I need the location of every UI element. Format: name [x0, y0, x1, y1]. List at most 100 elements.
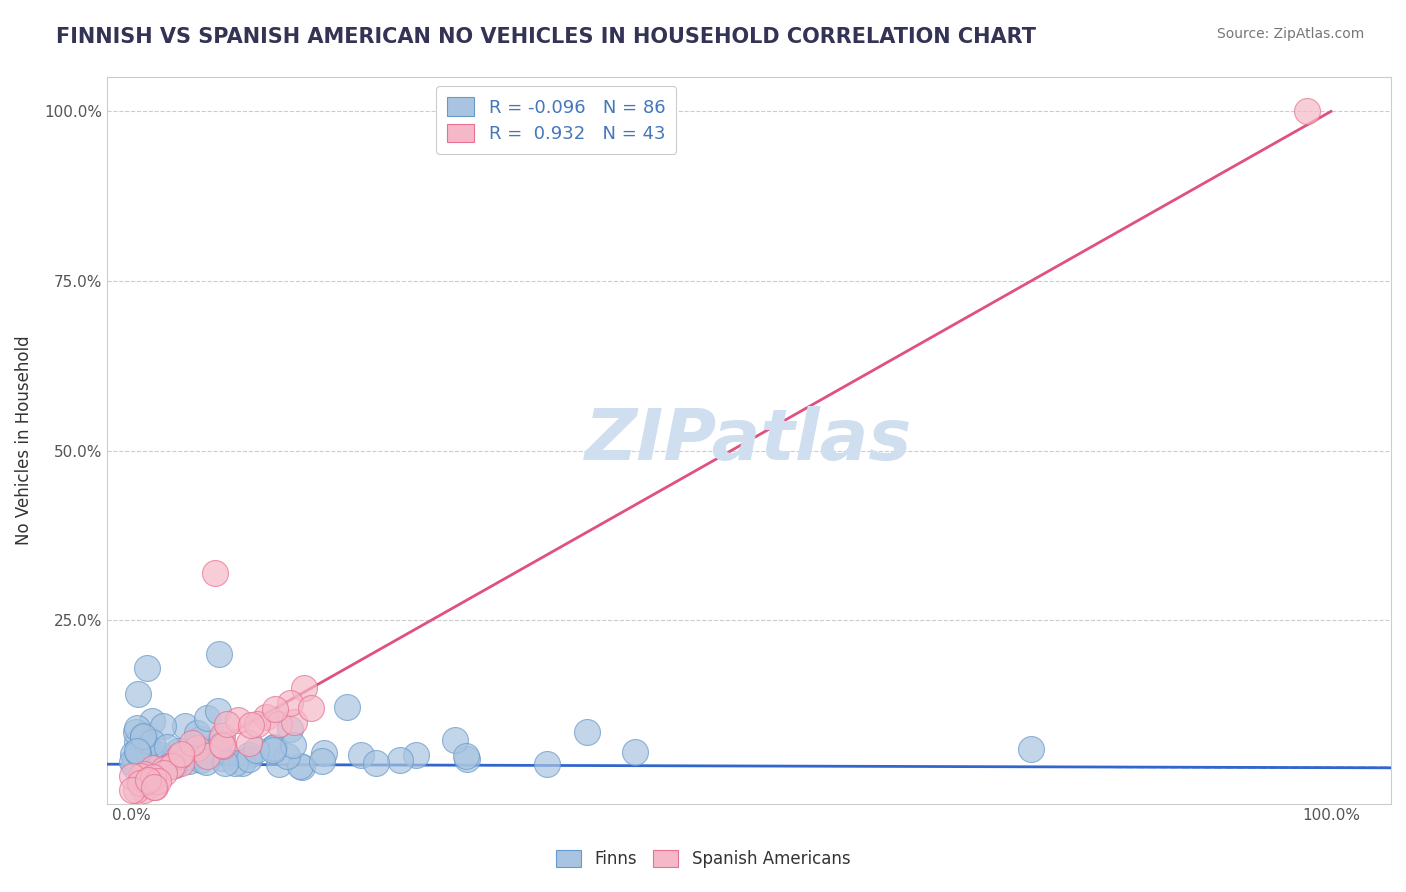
Point	[246, 716, 269, 731]
Y-axis label: No Vehicles in Household: No Vehicles in Household	[15, 335, 32, 545]
Point	[350, 748, 373, 763]
Point	[122, 747, 145, 761]
Point	[262, 743, 284, 757]
Point	[209, 732, 232, 747]
Point	[181, 736, 204, 750]
Point	[121, 755, 143, 769]
Point	[456, 748, 478, 763]
Point	[238, 748, 260, 763]
Point	[124, 724, 146, 739]
Point	[139, 753, 162, 767]
Point	[278, 722, 301, 736]
Point	[132, 729, 155, 743]
Point	[283, 715, 305, 730]
Point	[190, 753, 212, 767]
Point	[211, 729, 233, 743]
Point	[134, 735, 156, 749]
Point	[575, 724, 598, 739]
Legend: R = -0.096   N = 86, R =  0.932   N = 43: R = -0.096 N = 86, R = 0.932 N = 43	[436, 87, 676, 154]
Point	[160, 759, 183, 773]
Point	[152, 765, 174, 780]
Point	[186, 741, 208, 756]
Point	[211, 738, 233, 752]
Point	[162, 754, 184, 768]
Point	[153, 762, 176, 776]
Point	[139, 742, 162, 756]
Point	[208, 735, 231, 749]
Point	[143, 780, 166, 794]
Point	[141, 753, 163, 767]
Point	[170, 756, 193, 770]
Point	[240, 718, 263, 732]
Point	[179, 754, 201, 768]
Point	[364, 756, 387, 770]
Point	[267, 717, 290, 731]
Point	[135, 774, 157, 789]
Point	[278, 696, 301, 710]
Point	[170, 747, 193, 761]
Point	[152, 719, 174, 733]
Point	[129, 776, 152, 790]
Point	[290, 759, 312, 773]
Point	[135, 756, 157, 771]
Point	[136, 661, 159, 675]
Point	[205, 743, 228, 757]
Point	[139, 759, 162, 773]
Point	[150, 747, 173, 762]
Point	[127, 722, 149, 736]
Point	[129, 757, 152, 772]
Point	[136, 773, 159, 788]
Point	[262, 741, 284, 756]
Point	[405, 747, 427, 762]
Point	[291, 760, 314, 774]
Point	[214, 756, 236, 771]
Point	[141, 714, 163, 729]
Point	[195, 755, 218, 769]
Point	[312, 747, 335, 761]
Point	[292, 681, 315, 695]
Point	[155, 753, 177, 767]
Point	[127, 747, 149, 761]
Legend: Finns, Spanish Americans: Finns, Spanish Americans	[548, 843, 858, 875]
Point	[212, 739, 235, 753]
Point	[299, 701, 322, 715]
Point	[624, 745, 647, 759]
Point	[283, 738, 305, 752]
Point	[141, 735, 163, 749]
Point	[245, 743, 267, 757]
Text: FINNISH VS SPANISH AMERICAN NO VEHICLES IN HOUSEHOLD CORRELATION CHART: FINNISH VS SPANISH AMERICAN NO VEHICLES …	[56, 27, 1036, 46]
Point	[124, 754, 146, 768]
Point	[132, 783, 155, 797]
Point	[263, 739, 285, 754]
Point	[124, 759, 146, 773]
Point	[167, 748, 190, 763]
Point	[211, 751, 233, 765]
Point	[139, 778, 162, 792]
Point	[162, 758, 184, 772]
Point	[153, 755, 176, 769]
Point	[125, 735, 148, 749]
Point	[157, 759, 180, 773]
Point	[153, 755, 176, 769]
Point	[159, 759, 181, 773]
Point	[389, 753, 412, 767]
Point	[311, 754, 333, 768]
Point	[224, 756, 246, 770]
Point	[264, 701, 287, 715]
Point	[176, 750, 198, 764]
Point	[231, 756, 253, 770]
Point	[276, 748, 298, 763]
Point	[191, 747, 214, 762]
Point	[155, 753, 177, 767]
Point	[125, 783, 148, 797]
Point	[134, 767, 156, 781]
Text: ZIPatlas: ZIPatlas	[585, 406, 912, 475]
Point	[149, 750, 172, 764]
Point	[226, 713, 249, 727]
Point	[443, 733, 465, 747]
Point	[195, 711, 218, 725]
Point	[131, 769, 153, 783]
Point	[132, 731, 155, 745]
Point	[121, 769, 143, 783]
Point	[163, 758, 186, 772]
